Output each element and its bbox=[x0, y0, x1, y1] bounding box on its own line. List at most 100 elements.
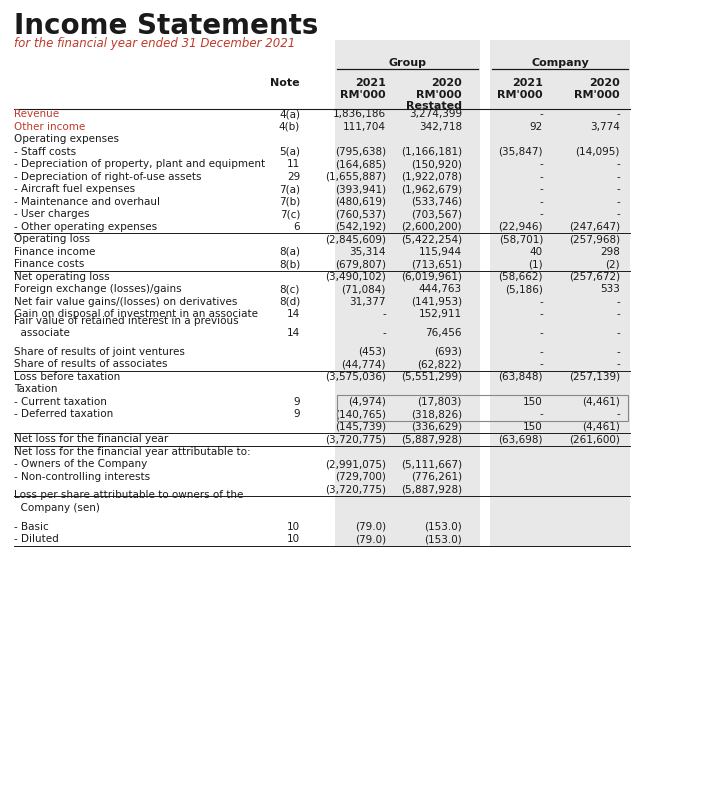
Text: (4,974): (4,974) bbox=[348, 397, 386, 407]
Text: (261,600): (261,600) bbox=[569, 434, 620, 445]
Text: 2021
RM'000: 2021 RM'000 bbox=[340, 78, 386, 99]
Text: (164,685): (164,685) bbox=[335, 160, 386, 169]
Text: (542,192): (542,192) bbox=[335, 222, 386, 232]
Text: 8(d): 8(d) bbox=[279, 297, 300, 306]
Text: -: - bbox=[616, 297, 620, 306]
Text: 152,911: 152,911 bbox=[419, 309, 462, 319]
Text: (679,807): (679,807) bbox=[335, 260, 386, 269]
Text: (58,662): (58,662) bbox=[499, 272, 543, 282]
Text: 9: 9 bbox=[293, 397, 300, 407]
Text: -: - bbox=[616, 328, 620, 338]
Text: (141,953): (141,953) bbox=[411, 297, 462, 306]
Text: (71,084): (71,084) bbox=[342, 284, 386, 295]
Text: (2): (2) bbox=[605, 260, 620, 269]
Text: (62,822): (62,822) bbox=[417, 359, 462, 369]
Text: 92: 92 bbox=[530, 121, 543, 132]
Text: 10: 10 bbox=[287, 534, 300, 544]
Text: for the financial year ended 31 December 2021: for the financial year ended 31 December… bbox=[14, 37, 295, 50]
Text: Revenue: Revenue bbox=[14, 110, 59, 119]
Text: 9: 9 bbox=[293, 409, 300, 419]
Text: -: - bbox=[616, 160, 620, 169]
Text: (2,991,075): (2,991,075) bbox=[325, 459, 386, 469]
Text: (776,261): (776,261) bbox=[411, 472, 462, 482]
Text: (5,887,928): (5,887,928) bbox=[401, 434, 462, 445]
Text: -: - bbox=[383, 309, 386, 319]
Text: 3,274,399: 3,274,399 bbox=[409, 110, 462, 119]
Text: 111,704: 111,704 bbox=[343, 121, 386, 132]
Text: - Maintenance and overhaul: - Maintenance and overhaul bbox=[14, 197, 160, 206]
Text: (2,845,609): (2,845,609) bbox=[325, 234, 386, 245]
Text: (79.0): (79.0) bbox=[355, 534, 386, 544]
Bar bbox=[490, 40, 630, 110]
Text: (2,600,200): (2,600,200) bbox=[401, 222, 462, 232]
Text: (760,537): (760,537) bbox=[335, 210, 386, 219]
Text: 8(b): 8(b) bbox=[279, 260, 300, 269]
Text: Company: Company bbox=[531, 58, 589, 68]
Text: (35,847): (35,847) bbox=[499, 147, 543, 156]
Text: Taxation: Taxation bbox=[14, 384, 57, 395]
Text: (140,765): (140,765) bbox=[335, 409, 386, 419]
Text: 2020
RM'000: 2020 RM'000 bbox=[574, 78, 620, 99]
Text: -: - bbox=[539, 184, 543, 195]
Text: Loss before taxation: Loss before taxation bbox=[14, 372, 121, 382]
Bar bbox=[490, 108, 630, 545]
Text: -: - bbox=[616, 184, 620, 195]
Text: (336,629): (336,629) bbox=[411, 422, 462, 432]
Text: - Depreciation of right-of-use assets: - Depreciation of right-of-use assets bbox=[14, 172, 202, 182]
Text: - Deferred taxation: - Deferred taxation bbox=[14, 409, 113, 419]
Text: Note: Note bbox=[270, 78, 300, 88]
Text: Income Statements: Income Statements bbox=[14, 12, 319, 40]
Text: 14: 14 bbox=[287, 309, 300, 319]
Text: (58,701): (58,701) bbox=[499, 234, 543, 245]
Text: 2021
RM'000: 2021 RM'000 bbox=[497, 78, 543, 99]
Text: (1,166,181): (1,166,181) bbox=[401, 147, 462, 156]
Text: (150,920): (150,920) bbox=[411, 160, 462, 169]
Text: 115,944: 115,944 bbox=[419, 247, 462, 256]
Text: 342,718: 342,718 bbox=[419, 121, 462, 132]
Text: (533,746): (533,746) bbox=[411, 197, 462, 206]
Text: -: - bbox=[616, 197, 620, 206]
Text: Share of results of joint ventures: Share of results of joint ventures bbox=[14, 347, 185, 357]
Text: (44,774): (44,774) bbox=[341, 359, 386, 369]
Text: Finance costs: Finance costs bbox=[14, 260, 84, 269]
Text: (703,567): (703,567) bbox=[411, 210, 462, 219]
Text: - Non-controlling interests: - Non-controlling interests bbox=[14, 472, 150, 482]
Text: (729,700): (729,700) bbox=[335, 472, 386, 482]
Text: Net loss for the financial year attributable to:: Net loss for the financial year attribut… bbox=[14, 447, 250, 457]
Text: - Owners of the Company: - Owners of the Company bbox=[14, 459, 147, 469]
Text: - Other operating expenses: - Other operating expenses bbox=[14, 222, 157, 232]
Text: -: - bbox=[539, 409, 543, 419]
Text: Net fair value gains/(losses) on derivatives: Net fair value gains/(losses) on derivat… bbox=[14, 297, 237, 306]
Text: - Aircraft fuel expenses: - Aircraft fuel expenses bbox=[14, 184, 135, 195]
Text: - Diluted: - Diluted bbox=[14, 534, 59, 544]
Text: 29: 29 bbox=[287, 172, 300, 182]
Text: Finance income: Finance income bbox=[14, 247, 95, 256]
Text: (145,739): (145,739) bbox=[335, 422, 386, 432]
Text: -: - bbox=[539, 328, 543, 338]
Text: -: - bbox=[539, 172, 543, 182]
Text: -: - bbox=[616, 110, 620, 119]
Text: (5,422,254): (5,422,254) bbox=[401, 234, 462, 245]
Text: -: - bbox=[539, 309, 543, 319]
Text: 7(a): 7(a) bbox=[279, 184, 300, 195]
Text: (22,946): (22,946) bbox=[499, 222, 543, 232]
Text: 444,763: 444,763 bbox=[419, 284, 462, 295]
Text: 5(a): 5(a) bbox=[279, 147, 300, 156]
Text: (1): (1) bbox=[529, 260, 543, 269]
Text: (247,647): (247,647) bbox=[569, 222, 620, 232]
Text: -: - bbox=[539, 210, 543, 219]
Text: Net loss for the financial year: Net loss for the financial year bbox=[14, 434, 168, 445]
Text: 1,836,186: 1,836,186 bbox=[333, 110, 386, 119]
Text: 31,377: 31,377 bbox=[349, 297, 386, 306]
Text: -: - bbox=[539, 297, 543, 306]
Text: (14,095): (14,095) bbox=[576, 147, 620, 156]
Text: (5,186): (5,186) bbox=[505, 284, 543, 295]
Text: (5,111,667): (5,111,667) bbox=[401, 459, 462, 469]
Text: 76,456: 76,456 bbox=[425, 328, 462, 338]
Text: 7(b): 7(b) bbox=[279, 197, 300, 206]
Text: Other income: Other income bbox=[14, 121, 85, 132]
Text: 6: 6 bbox=[293, 222, 300, 232]
Text: 14: 14 bbox=[287, 328, 300, 338]
Text: 298: 298 bbox=[600, 247, 620, 256]
Text: (4,461): (4,461) bbox=[582, 397, 620, 407]
